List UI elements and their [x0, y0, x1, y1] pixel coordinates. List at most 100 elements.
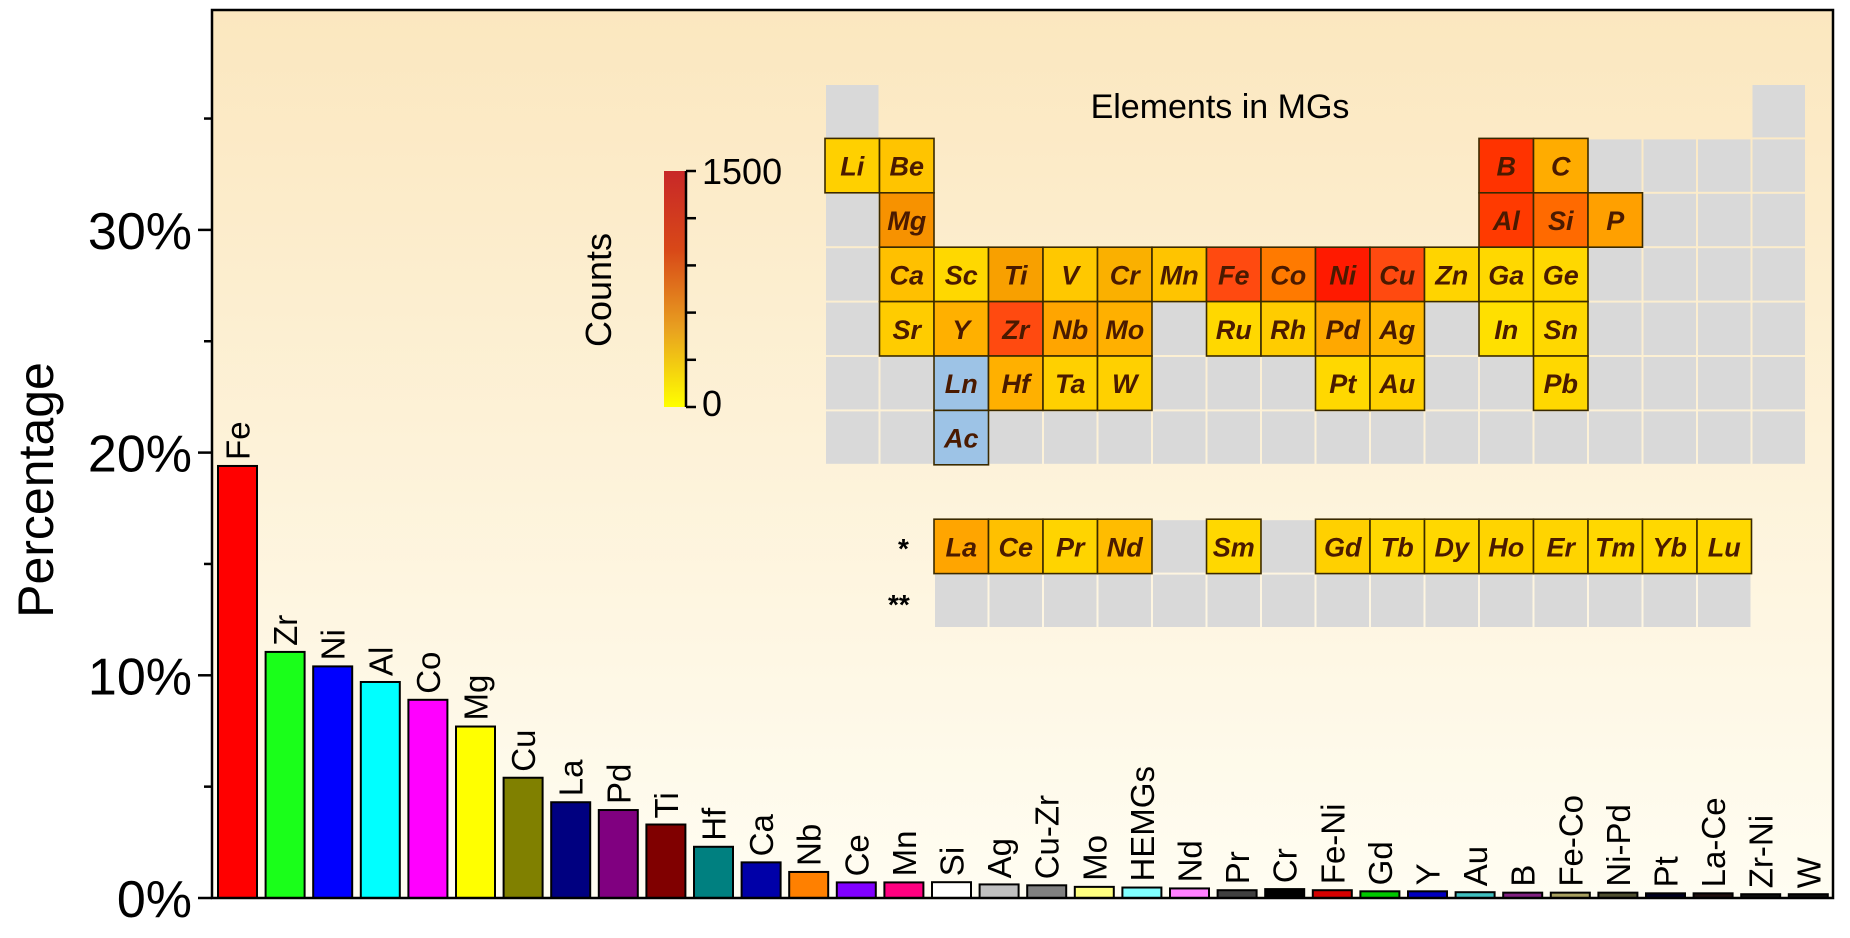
empty-cell — [1589, 139, 1642, 192]
empty-cell — [1262, 357, 1315, 410]
bar-mn — [883, 881, 925, 900]
empty-cell — [1698, 357, 1751, 410]
element-symbol: Hf — [1002, 369, 1033, 399]
bar-label: Hf — [696, 807, 733, 841]
bar-label: Gd — [1362, 841, 1399, 885]
empty-cell — [1752, 357, 1805, 410]
element-symbol: Tb — [1381, 532, 1414, 562]
empty-cell — [1153, 574, 1206, 627]
element-symbol: Zn — [1434, 260, 1468, 290]
empty-cell — [826, 411, 879, 464]
element-symbol: Be — [889, 152, 924, 182]
empty-cell — [826, 302, 879, 355]
element-symbol: Nb — [1052, 315, 1088, 345]
element-symbol: Zr — [1001, 315, 1030, 345]
empty-cell — [1698, 139, 1751, 192]
element-symbol: P — [1606, 206, 1625, 236]
element-cell-hf — [987, 355, 1044, 412]
empty-cell — [1643, 193, 1696, 247]
empty-cell — [1698, 302, 1751, 355]
empty-cell — [1752, 85, 1805, 138]
colorbar-max-label: 1500 — [702, 151, 782, 192]
y-axis: 0% 10% 20% 30% — [88, 117, 212, 929]
element-cell-pr — [1042, 518, 1099, 575]
bar-label: B — [1505, 865, 1542, 887]
bar-label: Au — [1457, 846, 1494, 886]
bar-cr — [1264, 888, 1306, 899]
empty-cell — [989, 574, 1042, 627]
bar-ti — [645, 823, 687, 899]
element-cell-ca — [878, 246, 935, 303]
element-cell-mn — [1151, 246, 1208, 303]
bar-zr — [264, 650, 306, 899]
element-symbol: Ho — [1488, 532, 1524, 562]
empty-cell — [1262, 520, 1315, 573]
bar-al — [359, 680, 401, 900]
element-cell-fe — [1205, 246, 1262, 303]
element-cell-y — [933, 300, 990, 357]
element-symbol: Pd — [1325, 315, 1360, 345]
element-symbol: Al — [1492, 206, 1520, 236]
element-cell-sm — [1205, 518, 1262, 575]
element-cell-nb — [1042, 300, 1099, 357]
bar-label: Si — [934, 847, 971, 876]
bar-label: Cu — [505, 730, 542, 772]
element-symbol: W — [1112, 369, 1140, 399]
element-symbol: Dy — [1434, 532, 1470, 562]
empty-cell — [1425, 574, 1478, 627]
element-cell-yb — [1641, 518, 1698, 575]
empty-cell — [1698, 248, 1751, 301]
bar-label: Cr — [1267, 848, 1304, 883]
empty-cell — [1425, 357, 1478, 410]
empty-cell — [1643, 574, 1696, 627]
element-symbol: Ge — [1543, 260, 1579, 290]
empty-cell — [1534, 574, 1587, 627]
element-cell-ti — [987, 246, 1044, 303]
element-symbol: Y — [952, 315, 973, 345]
empty-cell — [1153, 520, 1206, 573]
element-symbol: Ga — [1488, 260, 1524, 290]
element-cell-ta — [1042, 355, 1099, 412]
element-symbol: Ln — [945, 369, 978, 399]
element-cell-lu — [1696, 518, 1753, 575]
bar-label: Al — [362, 647, 399, 676]
empty-cell — [1262, 411, 1315, 464]
empty-cell — [1044, 411, 1097, 464]
empty-cell — [826, 193, 879, 247]
bar-label: La — [553, 759, 590, 796]
y-tick-label: 10% — [88, 648, 192, 706]
element-cell-tb — [1369, 518, 1426, 575]
bar-cu — [502, 776, 544, 900]
element-symbol: B — [1497, 152, 1517, 182]
element-symbol: Fe — [1218, 260, 1250, 290]
element-symbol: Cr — [1110, 260, 1141, 290]
element-cell-gd — [1314, 518, 1371, 575]
empty-cell — [880, 411, 933, 464]
element-symbol: Nd — [1107, 532, 1143, 562]
empty-cell — [1698, 411, 1751, 464]
empty-cell — [1589, 357, 1642, 410]
element-symbol: Li — [840, 152, 864, 182]
element-symbol: Mo — [1105, 315, 1144, 345]
element-cell-dy — [1423, 518, 1480, 575]
empty-cell — [1480, 411, 1533, 464]
y-tick-label: 20% — [88, 426, 192, 484]
bar-la — [550, 801, 592, 900]
empty-cell — [1643, 139, 1696, 192]
element-symbol: Sm — [1213, 532, 1255, 562]
element-cell-w — [1096, 355, 1153, 412]
element-cell-li — [824, 137, 881, 194]
element-cell-ru — [1205, 300, 1262, 357]
bar-label: Nb — [791, 824, 828, 866]
element-cell-nd — [1096, 518, 1153, 575]
lanthanide-marker: * — [898, 533, 909, 564]
empty-cell — [1207, 411, 1260, 464]
element-symbol: Ca — [889, 260, 924, 290]
element-cell-v — [1042, 246, 1099, 303]
element-symbol: Ta — [1055, 369, 1086, 399]
element-cell-ge — [1532, 246, 1589, 303]
element-cell-be — [878, 137, 935, 194]
empty-cell — [1371, 411, 1424, 464]
element-symbol: Pr — [1056, 532, 1086, 562]
